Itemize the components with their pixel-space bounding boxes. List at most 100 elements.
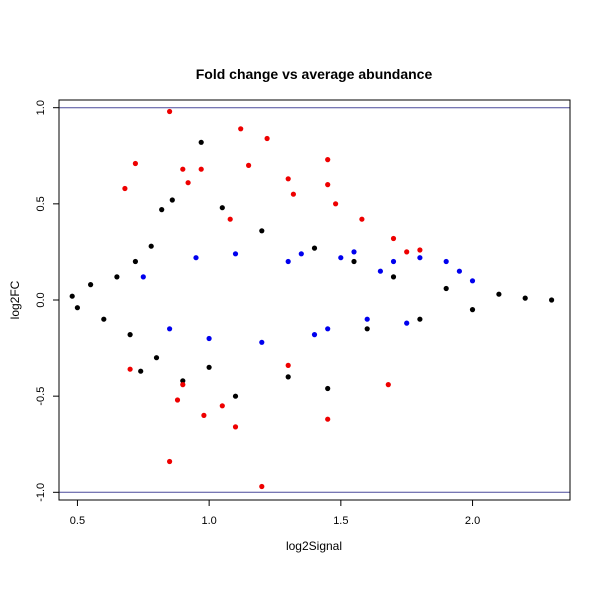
data-point-1-1 — [167, 326, 173, 332]
data-point-1-17 — [377, 268, 383, 274]
data-point-0-19 — [325, 385, 331, 392]
data-point-0-16 — [259, 228, 265, 234]
data-point-0-21 — [364, 326, 370, 332]
data-point-1-14 — [456, 268, 462, 274]
data-point-1-6 — [285, 258, 291, 265]
x-tick-label-0: 0.5 — [70, 515, 85, 527]
points-layer — [69, 108, 555, 490]
data-point-2-16 — [333, 201, 339, 207]
data-point-1-10 — [364, 316, 370, 322]
data-point-1-0 — [140, 274, 146, 280]
data-point-2-10 — [264, 135, 270, 142]
data-point-1-16 — [404, 320, 410, 326]
data-point-0-15 — [232, 393, 239, 399]
data-point-1-8 — [338, 255, 344, 261]
y-tick-label-2: 0.0 — [35, 292, 47, 307]
data-point-0-2 — [88, 282, 94, 288]
data-point-2-14 — [325, 182, 331, 188]
data-point-0-24 — [443, 285, 449, 292]
data-point-2-6 — [227, 216, 233, 222]
data-point-1-7 — [311, 332, 318, 338]
data-point-0-11 — [180, 378, 186, 384]
data-point-0-12 — [198, 139, 204, 145]
data-point-2-27 — [404, 249, 410, 255]
y-tick-label-0: -1.0 — [35, 483, 47, 502]
x-tick-label-1: 1.0 — [201, 515, 216, 527]
data-point-1-12 — [417, 255, 423, 261]
x-axis-label: log2Signal — [286, 539, 342, 553]
chart-title: Fold change vs average abundance — [196, 66, 433, 82]
data-point-0-4 — [114, 274, 120, 280]
data-point-1-13 — [443, 258, 449, 265]
data-point-0-14 — [219, 205, 225, 211]
series-2 — [122, 108, 423, 490]
data-point-2-29 — [127, 366, 133, 372]
x-axis: 0.5 1.0 1.5 2.0 — [70, 499, 480, 527]
data-point-0-7 — [148, 243, 154, 249]
data-point-1-3 — [206, 335, 212, 342]
data-point-2-4 — [185, 180, 191, 186]
data-point-2-20 — [132, 160, 138, 167]
data-point-0-23 — [417, 316, 423, 322]
y-tick-label-4: 1.0 — [35, 100, 47, 115]
data-point-0-8 — [153, 355, 160, 361]
data-point-2-13 — [325, 157, 331, 163]
data-point-0-22 — [390, 274, 397, 280]
data-point-0-29 — [138, 368, 144, 374]
data-point-0-27 — [522, 295, 528, 301]
series-0 — [69, 139, 555, 399]
data-point-2-0 — [122, 185, 128, 192]
data-point-2-2 — [167, 458, 173, 465]
data-point-1-18 — [325, 326, 331, 332]
y-tick-label-3: 0.5 — [35, 196, 47, 211]
reference-lines — [59, 107, 570, 493]
data-point-2-15 — [325, 416, 331, 422]
data-point-2-8 — [246, 162, 252, 168]
data-point-1-19 — [298, 251, 304, 257]
data-point-0-3 — [101, 316, 107, 322]
data-point-0-13 — [206, 364, 212, 370]
data-point-0-25 — [469, 307, 476, 313]
x-tick-label-2: 1.5 — [333, 515, 348, 527]
y-axis: -1.0 -0.5 0.0 0.5 1.0 — [35, 100, 60, 502]
data-point-2-26 — [390, 235, 397, 242]
data-point-1-2 — [193, 255, 199, 261]
data-point-1-5 — [259, 339, 265, 345]
y-tick-label-1: -0.5 — [35, 387, 47, 406]
data-point-1-9 — [351, 249, 357, 255]
data-point-2-11 — [285, 176, 291, 182]
data-point-2-1 — [167, 108, 173, 115]
data-point-2-21 — [174, 397, 181, 403]
data-point-2-12 — [290, 191, 296, 197]
data-point-2-18 — [232, 424, 239, 430]
data-point-2-5 — [198, 166, 204, 172]
data-point-2-24 — [285, 362, 291, 368]
data-point-0-9 — [159, 207, 165, 213]
data-point-2-28 — [417, 247, 423, 253]
data-point-2-19 — [201, 412, 207, 418]
y-axis-label: log2FC — [8, 280, 22, 319]
data-point-0-5 — [127, 332, 133, 338]
data-point-0-26 — [496, 291, 502, 297]
data-point-2-22 — [219, 403, 225, 409]
series-1 — [140, 249, 476, 345]
data-point-1-11 — [390, 258, 397, 265]
data-point-2-3 — [180, 166, 186, 172]
data-point-0-17 — [285, 374, 291, 380]
data-point-2-9 — [259, 483, 265, 490]
data-point-0-6 — [132, 258, 138, 265]
x-tick-label-3: 2.0 — [465, 515, 480, 527]
data-point-1-4 — [232, 251, 239, 257]
data-point-2-17 — [385, 382, 391, 388]
data-point-0-20 — [351, 258, 357, 265]
data-point-2-23 — [180, 382, 186, 388]
data-point-0-18 — [311, 245, 318, 251]
data-point-0-0 — [69, 293, 75, 299]
data-point-1-15 — [469, 278, 476, 284]
data-point-0-28 — [549, 297, 555, 303]
data-point-2-7 — [238, 126, 244, 132]
data-point-2-25 — [359, 216, 365, 222]
